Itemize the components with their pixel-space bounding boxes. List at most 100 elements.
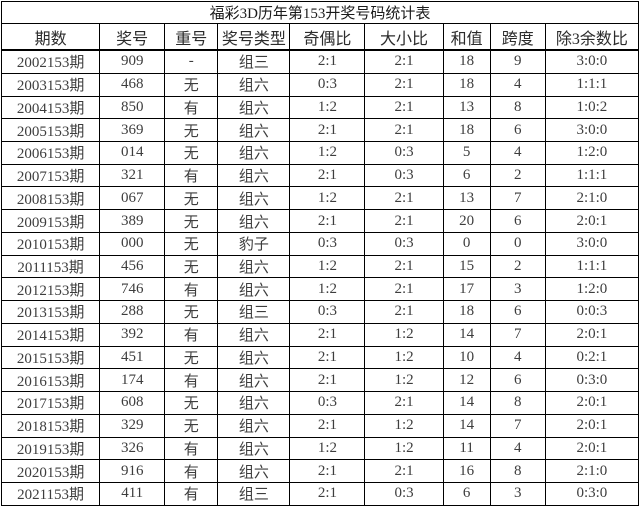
cell-sum-value: 14	[442, 391, 491, 415]
cell-sum-value: 13	[442, 95, 491, 120]
cell-period: 2005153期	[0, 118, 101, 142]
cell-repeat-number: 无	[164, 413, 219, 438]
column-header-winning-number: 奖号	[99, 23, 166, 51]
column-header-repeat-number: 重号	[164, 23, 219, 51]
cell-sum-value: 16	[442, 459, 491, 483]
cell-span: 6	[489, 368, 546, 393]
table-row: 2015153期 451 无组六 2:1 1:2 10 4 0:2:1	[0, 345, 640, 370]
column-header-odd-even-ratio: 奇偶比	[289, 23, 366, 51]
cell-winning-number: 067	[99, 186, 166, 211]
cell-number-type: 组六	[217, 95, 291, 120]
cell-odd-even-ratio: 1:2	[289, 95, 366, 120]
cell-big-small-ratio: 2:1	[364, 186, 444, 211]
cell-span: 8	[489, 95, 546, 120]
cell-period: 2006153期	[0, 140, 101, 165]
column-header-period: 期数	[0, 23, 101, 51]
cell-sum-value: 15	[442, 254, 491, 279]
cell-big-small-ratio: 0:3	[364, 231, 444, 256]
cell-odd-even-ratio: 0:3	[289, 391, 366, 415]
cell-odd-even-ratio: 2:1	[289, 368, 366, 393]
cell-span: 7	[489, 186, 546, 211]
cell-big-small-ratio: 2:1	[364, 300, 444, 324]
cell-big-small-ratio: 2:1	[364, 254, 444, 279]
table-row: 2012153期 746 有组六 1:2 2:1 17 3 1:2:0	[0, 277, 640, 302]
cell-number-type: 组六	[217, 140, 291, 165]
table-row: 2021153期 411 有组三 2:1 0:3 6 3 0:3:0	[0, 481, 640, 507]
cell-big-small-ratio: 1:2	[364, 345, 444, 370]
cell-winning-number: 000	[99, 231, 166, 256]
cell-span: 4	[489, 436, 546, 461]
cell-period: 2002153期	[0, 49, 101, 74]
cell-span: 7	[489, 413, 546, 438]
cell-sum-value: 0	[442, 231, 491, 256]
cell-winning-number: 746	[99, 277, 166, 302]
cell-number-type: 组六	[217, 322, 291, 347]
cell-repeat-number: 无	[164, 254, 219, 279]
cell-big-small-ratio: 1:2	[364, 413, 444, 438]
cell-repeat-number: 有	[164, 277, 219, 302]
cell-sum-value: 17	[442, 277, 491, 302]
cell-winning-number: 916	[99, 459, 166, 483]
cell-number-type: 组六	[217, 186, 291, 211]
cell-span: 0	[489, 231, 546, 256]
cell-repeat-number: 有	[164, 322, 219, 347]
cell-repeat-number: 有	[164, 481, 219, 507]
cell-span: 3	[489, 277, 546, 302]
cell-odd-even-ratio: 2:1	[289, 118, 366, 142]
cell-mod3-ratio: 1:1:1	[544, 163, 640, 188]
cell-period: 2011153期	[0, 254, 101, 279]
cell-repeat-number: 有	[164, 95, 219, 120]
cell-sum-value: 20	[442, 209, 491, 233]
cell-big-small-ratio: 2:1	[364, 459, 444, 483]
cell-odd-even-ratio: 0:3	[289, 300, 366, 324]
table-row: 2017153期 608 无组六 0:3 2:1 14 8 2:0:1	[0, 391, 640, 415]
cell-sum-value: 18	[442, 118, 491, 142]
cell-big-small-ratio: 1:2	[364, 436, 444, 461]
cell-sum-value: 6	[442, 481, 491, 507]
page-title: 福彩3D历年第153开奖号码统计表	[1, 1, 639, 24]
cell-span: 3	[489, 481, 546, 507]
cell-span: 4	[489, 345, 546, 370]
cell-big-small-ratio: 2:1	[364, 49, 444, 74]
cell-mod3-ratio: 3:0:0	[544, 231, 640, 256]
table-header-row: 期数 奖号 重号 奖号类型 奇偶比 大小比 和值 跨度 除3余数比	[0, 23, 640, 51]
cell-span: 8	[489, 391, 546, 415]
cell-mod3-ratio: 0:2:1	[544, 345, 640, 370]
cell-sum-value: 10	[442, 345, 491, 370]
cell-odd-even-ratio: 2:1	[289, 209, 366, 233]
cell-number-type: 组六	[217, 368, 291, 393]
cell-sum-value: 14	[442, 413, 491, 438]
cell-number-type: 组六	[217, 413, 291, 438]
cell-odd-even-ratio: 2:1	[289, 322, 366, 347]
cell-span: 4	[489, 72, 546, 97]
cell-period: 2009153期	[0, 209, 101, 233]
cell-repeat-number: 无	[164, 391, 219, 415]
column-header-span: 跨度	[489, 23, 546, 51]
cell-period: 2015153期	[0, 345, 101, 370]
cell-winning-number: 451	[99, 345, 166, 370]
cell-mod3-ratio: 2:0:1	[544, 413, 640, 438]
cell-span: 7	[489, 322, 546, 347]
cell-big-small-ratio: 2:1	[364, 72, 444, 97]
cell-big-small-ratio: 1:2	[364, 322, 444, 347]
cell-odd-even-ratio: 2:1	[289, 163, 366, 188]
cell-odd-even-ratio: 2:1	[289, 459, 366, 483]
cell-odd-even-ratio: 2:1	[289, 345, 366, 370]
cell-winning-number: 850	[99, 95, 166, 120]
column-header-number-type: 奖号类型	[217, 23, 291, 51]
cell-repeat-number: 有	[164, 163, 219, 188]
cell-span: 6	[489, 118, 546, 142]
cell-winning-number: 329	[99, 413, 166, 438]
cell-repeat-number: 无	[164, 140, 219, 165]
cell-period: 2012153期	[0, 277, 101, 302]
cell-period: 2020153期	[0, 459, 101, 483]
cell-sum-value: 12	[442, 368, 491, 393]
cell-winning-number: 174	[99, 368, 166, 393]
cell-winning-number: 392	[99, 322, 166, 347]
table-row: 2004153期 850 有组六 1:2 2:1 13 8 1:0:2	[0, 95, 640, 120]
column-header-mod3-ratio: 除3余数比	[544, 23, 640, 51]
cell-mod3-ratio: 2:0:1	[544, 322, 640, 347]
cell-big-small-ratio: 2:1	[364, 209, 444, 233]
